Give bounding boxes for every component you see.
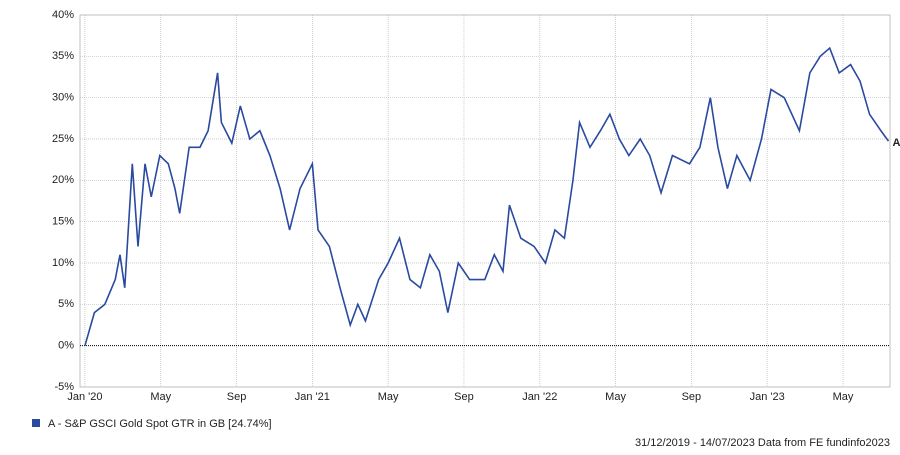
legend-label: A - S&P GSCI Gold Spot GTR in GB [24.74%…: [48, 418, 272, 430]
x-tick-label: Jan '20: [67, 391, 102, 403]
y-tick-label: 5%: [58, 298, 74, 310]
y-tick-label: 40%: [52, 9, 74, 21]
series-line: [84, 46, 890, 346]
x-tick-label: Sep: [227, 391, 247, 403]
plot-area: [79, 14, 891, 388]
y-tick-label: 35%: [52, 50, 74, 62]
y-tick-label: 0%: [58, 340, 74, 352]
footer: 31/12/2019 - 14/07/2023 Data from FE fun…: [635, 437, 890, 449]
y-tick-label: 15%: [52, 216, 74, 228]
x-tick-label: Sep: [682, 391, 702, 403]
x-tick-label: Jan '21: [295, 391, 330, 403]
y-tick-label: 25%: [52, 133, 74, 145]
legend-swatch: [32, 419, 40, 427]
end-label: A: [892, 137, 900, 149]
x-tick-label: Jan '22: [522, 391, 557, 403]
y-tick-label: -5%: [54, 381, 74, 393]
x-tick-label: Sep: [454, 391, 474, 403]
x-tick-label: May: [605, 391, 626, 403]
y-tick-label: 20%: [52, 174, 74, 186]
x-tick-label: May: [378, 391, 399, 403]
y-tick-label: 10%: [52, 257, 74, 269]
x-tick-label: May: [833, 391, 854, 403]
x-tick-label: Jan '23: [750, 391, 785, 403]
y-tick-label: 30%: [52, 92, 74, 104]
x-tick-label: May: [150, 391, 171, 403]
